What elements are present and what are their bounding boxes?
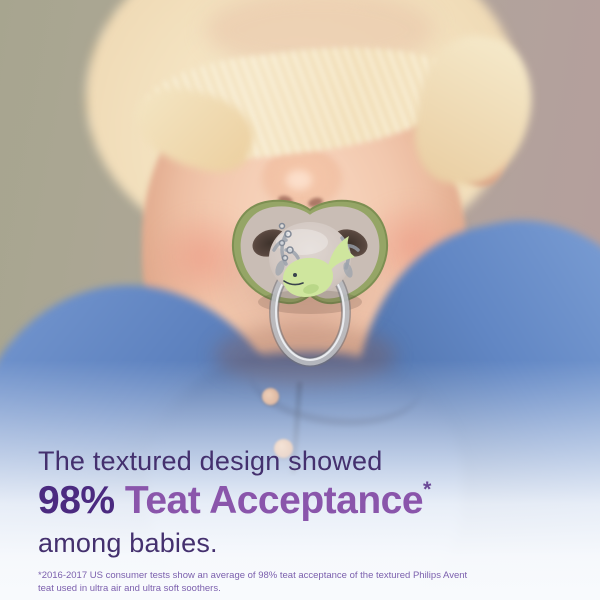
baby-nose-highlight (286, 170, 312, 190)
stat-value: 98% (38, 479, 115, 523)
marketing-copy: The textured design showed 98% Teat Acce… (38, 446, 578, 596)
headline-line3: among babies. (38, 528, 218, 559)
stat-label: Teat Acceptance (114, 479, 424, 523)
stat-line: 98% Teat Acceptance* (38, 478, 578, 523)
footnote-text: *2016-2017 US consumer tests show an ave… (38, 570, 468, 595)
headline-line1: The textured design showed (38, 446, 383, 476)
shirt-button (262, 388, 279, 405)
pacifier (231, 199, 389, 367)
stat-asterisk: * (423, 477, 431, 502)
